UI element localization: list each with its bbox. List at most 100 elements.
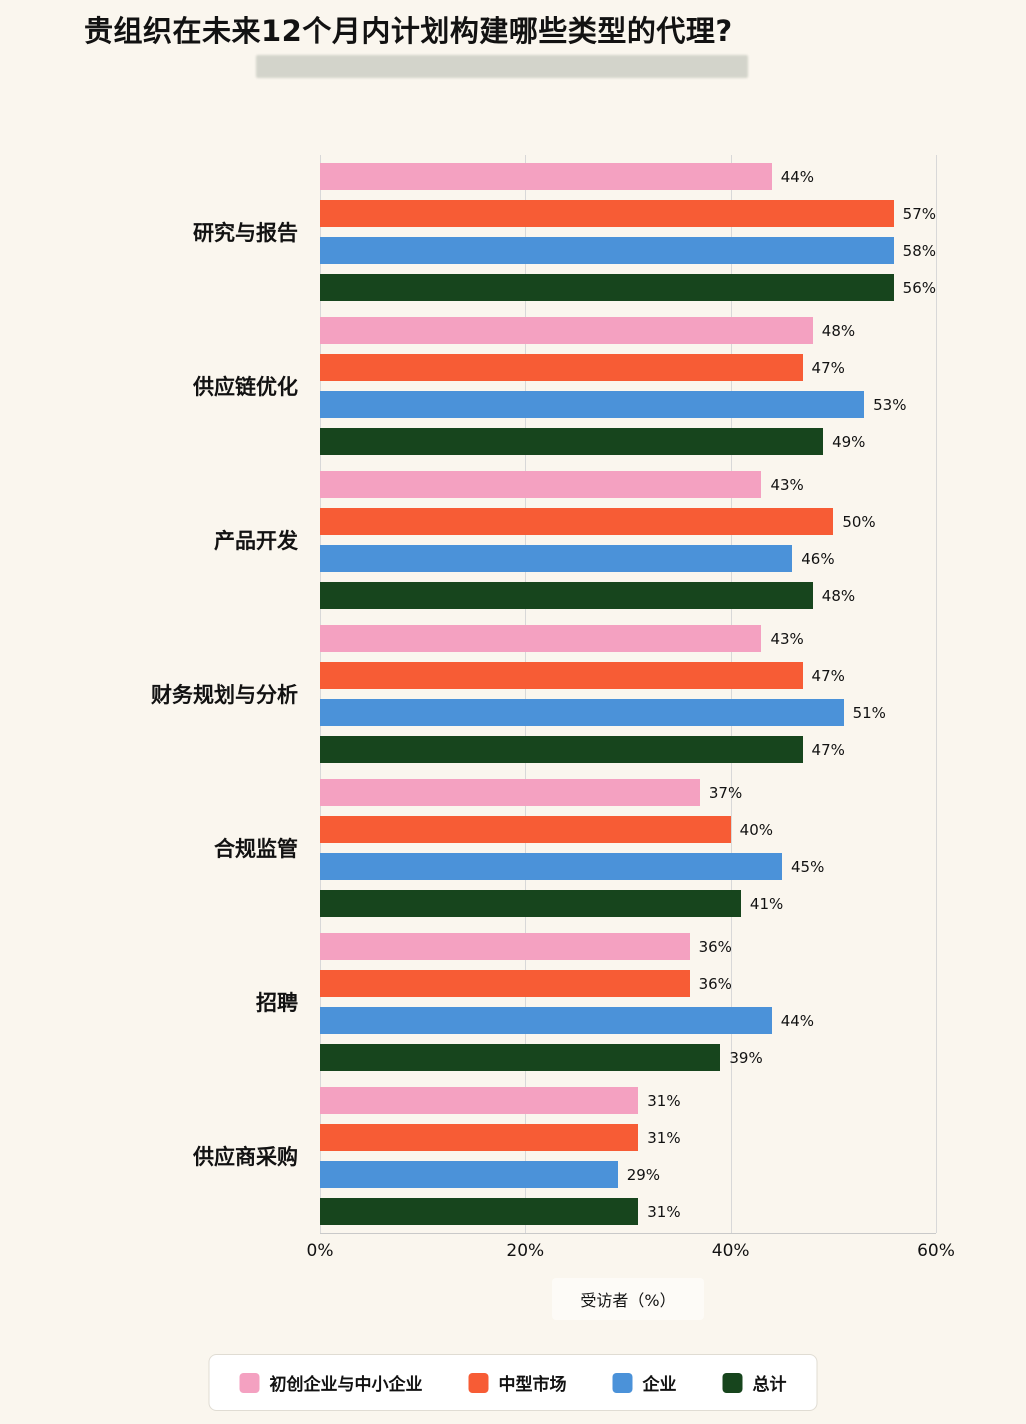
bar-segment [320,317,813,344]
gridlines [320,155,937,1234]
gridline [320,155,321,1233]
bar-value-label: 31% [647,1128,681,1147]
bar-segment [320,163,772,190]
bar-row: 41% [320,890,936,917]
category-group: 供应商采购 31% 31% 29% 31% [0,1079,936,1233]
bar-group: 48% 47% 53% 49% [320,317,936,455]
bar-value-label: 43% [770,475,804,494]
bar-row: 36% [320,933,936,960]
bar-row: 48% [320,582,936,609]
legend-swatch-icon [612,1372,633,1393]
bar-segment [320,625,762,652]
bar-row: 46% [320,545,936,572]
bar-value-label: 48% [821,586,856,605]
bar-group: 31% 31% 29% 31% [320,1087,936,1225]
bar-row: 39% [320,1044,936,1071]
x-tick-label: 20% [506,1241,545,1261]
bar-segment [320,662,803,689]
bar-value-label: 37% [708,783,743,802]
bar-value-label: 43% [770,629,804,648]
bar-value-label: 39% [729,1048,763,1067]
bar-segment [320,970,690,997]
bar-value-label: 36% [698,974,732,993]
category-label: 产品开发 [214,529,298,553]
bar-row: 49% [320,428,936,455]
bar-value-label: 31% [647,1091,681,1110]
bar-value-label: 46% [801,549,835,568]
category-group: 产品开发 43% 50% 46% 48% [0,463,936,617]
bar-segment [320,1044,721,1071]
bar-segment [320,508,834,535]
bar-row: 36% [320,970,936,997]
bar-segment [320,582,813,609]
bar-segment [320,699,844,726]
bar-row: 57% [320,200,936,227]
bar-group: 44% 57% 58% 56% [320,163,936,301]
bar-segment [320,1007,772,1034]
x-axis-label-row: 受访者（%） [320,1278,936,1320]
bar-row: 43% [320,625,936,652]
bar-value-label: 57% [902,204,936,223]
bar-group: 37% 40% 45% 41% [320,779,936,917]
bar-row: 43% [320,471,936,498]
legend-swatch-icon [239,1372,260,1393]
x-axis-label: 受访者（%） [552,1278,704,1320]
category-group: 招聘 36% 36% 44% 39% [0,925,936,1079]
bar-segment [320,853,782,880]
bar-segment [320,428,824,455]
bar-row: 44% [320,1007,936,1034]
gridline [525,155,527,1233]
x-axis-ticks: 0% 20% 40% 60% [307,1241,955,1265]
bar-group: 43% 50% 46% 48% [320,471,936,609]
category-label: 招聘 [256,991,298,1015]
bar-segment [320,933,690,960]
chart-body: 研究与报告 44% 57% 58% 56% 供应链优化 48% 47% 53% 49% 产品开发 43… [0,155,937,1234]
category-group: 财务规划与分析 43% 47% 51% 47% [0,617,936,771]
bar-row: 44% [320,163,936,190]
bar-row: 31% [320,1124,936,1151]
bar-row: 47% [320,736,936,763]
bar-segment [320,816,731,843]
x-tick-label: 40% [711,1241,750,1261]
bar-value-label: 44% [780,167,815,186]
bar-segment [320,779,700,806]
bar-segment [320,471,762,498]
bar-row: 56% [320,274,936,301]
legend-label: 企业 [642,1375,677,1395]
bar-row: 29% [320,1161,936,1188]
bar-value-label: 56% [902,278,936,297]
bar-row: 45% [320,853,936,880]
bar-row: 47% [320,662,936,689]
category-label: 供应链优化 [193,375,298,399]
bar-row: 50% [320,508,936,535]
bar-value-label: 49% [832,432,866,451]
bar-segment [320,736,803,763]
legend-label: 初创企业与中小企业 [269,1375,423,1395]
bar-segment [320,1124,639,1151]
bar-row: 51% [320,699,936,726]
bar-value-label: 41% [749,894,784,913]
bar-group: 43% 47% 51% 47% [320,625,936,763]
legend-item: 初创企业与中小企业 [239,1370,423,1395]
legend-swatch-icon [722,1372,743,1393]
category-group: 合规监管 37% 40% 45% 41% [0,771,936,925]
bar-value-label: 50% [842,512,876,531]
legend-label: 中型市场 [498,1375,567,1395]
bar-row: 37% [320,779,936,806]
bar-row: 40% [320,816,936,843]
bar-segment [320,354,803,381]
bar-value-label: 40% [739,820,773,839]
bar-value-label: 51% [852,703,886,722]
chart-title: 贵组织在未来12个月内计划构建哪些类型的代理? [84,14,733,48]
legend-item: 中型市场 [468,1370,567,1395]
subtitle-redacted-bar [256,55,748,78]
category-group: 研究与报告 44% 57% 58% 56% [0,155,936,309]
bar-value-label: 47% [811,358,845,377]
gridline [936,155,937,1233]
bar-segment [320,890,741,917]
bar-value-label: 36% [698,937,732,956]
legend-item: 企业 [612,1370,677,1395]
bar-row: 47% [320,354,936,381]
bar-segment [320,1087,639,1114]
x-tick-label: 0% [306,1241,334,1261]
